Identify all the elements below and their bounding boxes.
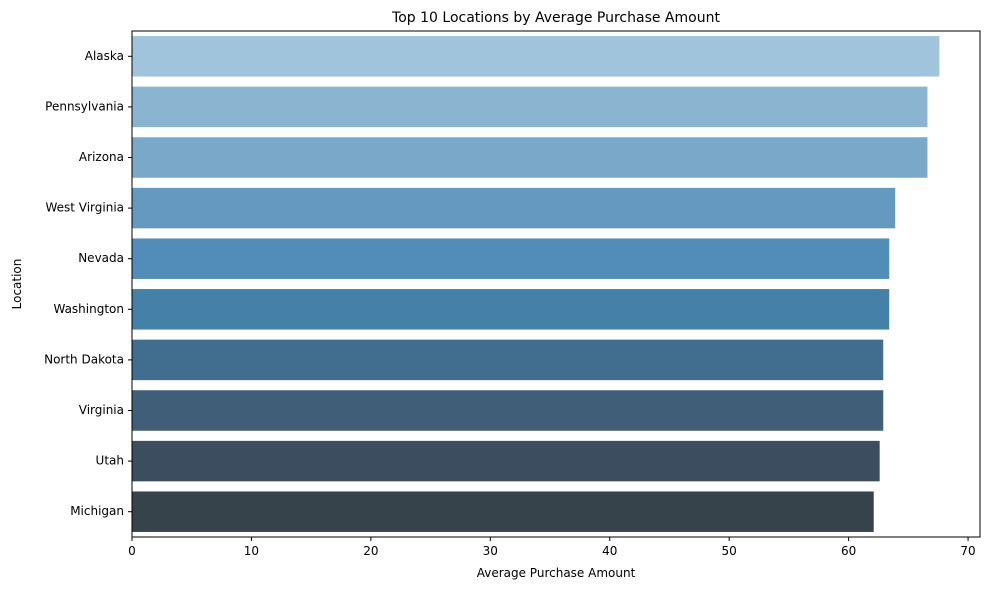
x-tick-label: 20: [363, 544, 378, 558]
y-tick-label: Nevada: [78, 251, 124, 265]
y-tick-label: West Virginia: [45, 201, 124, 215]
y-tick-label: Utah: [96, 454, 124, 468]
bar-pennsylvania: [132, 86, 928, 128]
bar-utah: [132, 440, 880, 482]
y-ticks-group: Alaska Pennsylvania Arizona West Virginia Ne…: [44, 49, 132, 518]
bar-washington: [132, 289, 890, 330]
bar-west-virginia: [132, 187, 896, 229]
x-tick-label: 40: [602, 544, 617, 558]
chart-title: Top 10 Locations by Average Purchase Amo…: [391, 10, 720, 26]
x-axis-label: Average Purchase Amount: [477, 566, 636, 580]
bar-virginia: [132, 390, 884, 431]
y-tick-label: North Dakota: [44, 352, 124, 366]
x-tick-label: 60: [841, 544, 856, 558]
x-tick-label: 10: [244, 544, 259, 558]
x-ticks-group: 0 10 20 30 40 50 60 70: [128, 537, 976, 558]
y-tick-label: Arizona: [79, 150, 124, 164]
y-tick-label: Virginia: [79, 403, 124, 417]
y-tick-label: Alaska: [85, 49, 124, 63]
x-tick-label: 50: [722, 544, 737, 558]
y-tick-label: Washington: [53, 302, 124, 316]
y-tick-label: Pennsylvania: [45, 99, 124, 113]
x-tick-label: 0: [128, 544, 136, 558]
x-tick-label: 70: [960, 544, 975, 558]
bar-michigan: [132, 491, 874, 532]
x-tick-label: 30: [483, 544, 498, 558]
bar-arizona: [132, 137, 928, 178]
bar-north-dakota: [132, 339, 884, 381]
y-axis-label: Location: [10, 259, 24, 310]
bar-nevada: [132, 238, 890, 279]
bars-group: [132, 36, 940, 532]
bar-alaska: [132, 36, 940, 77]
y-tick-label: Michigan: [70, 504, 124, 518]
plot-frame: [131, 30, 981, 538]
